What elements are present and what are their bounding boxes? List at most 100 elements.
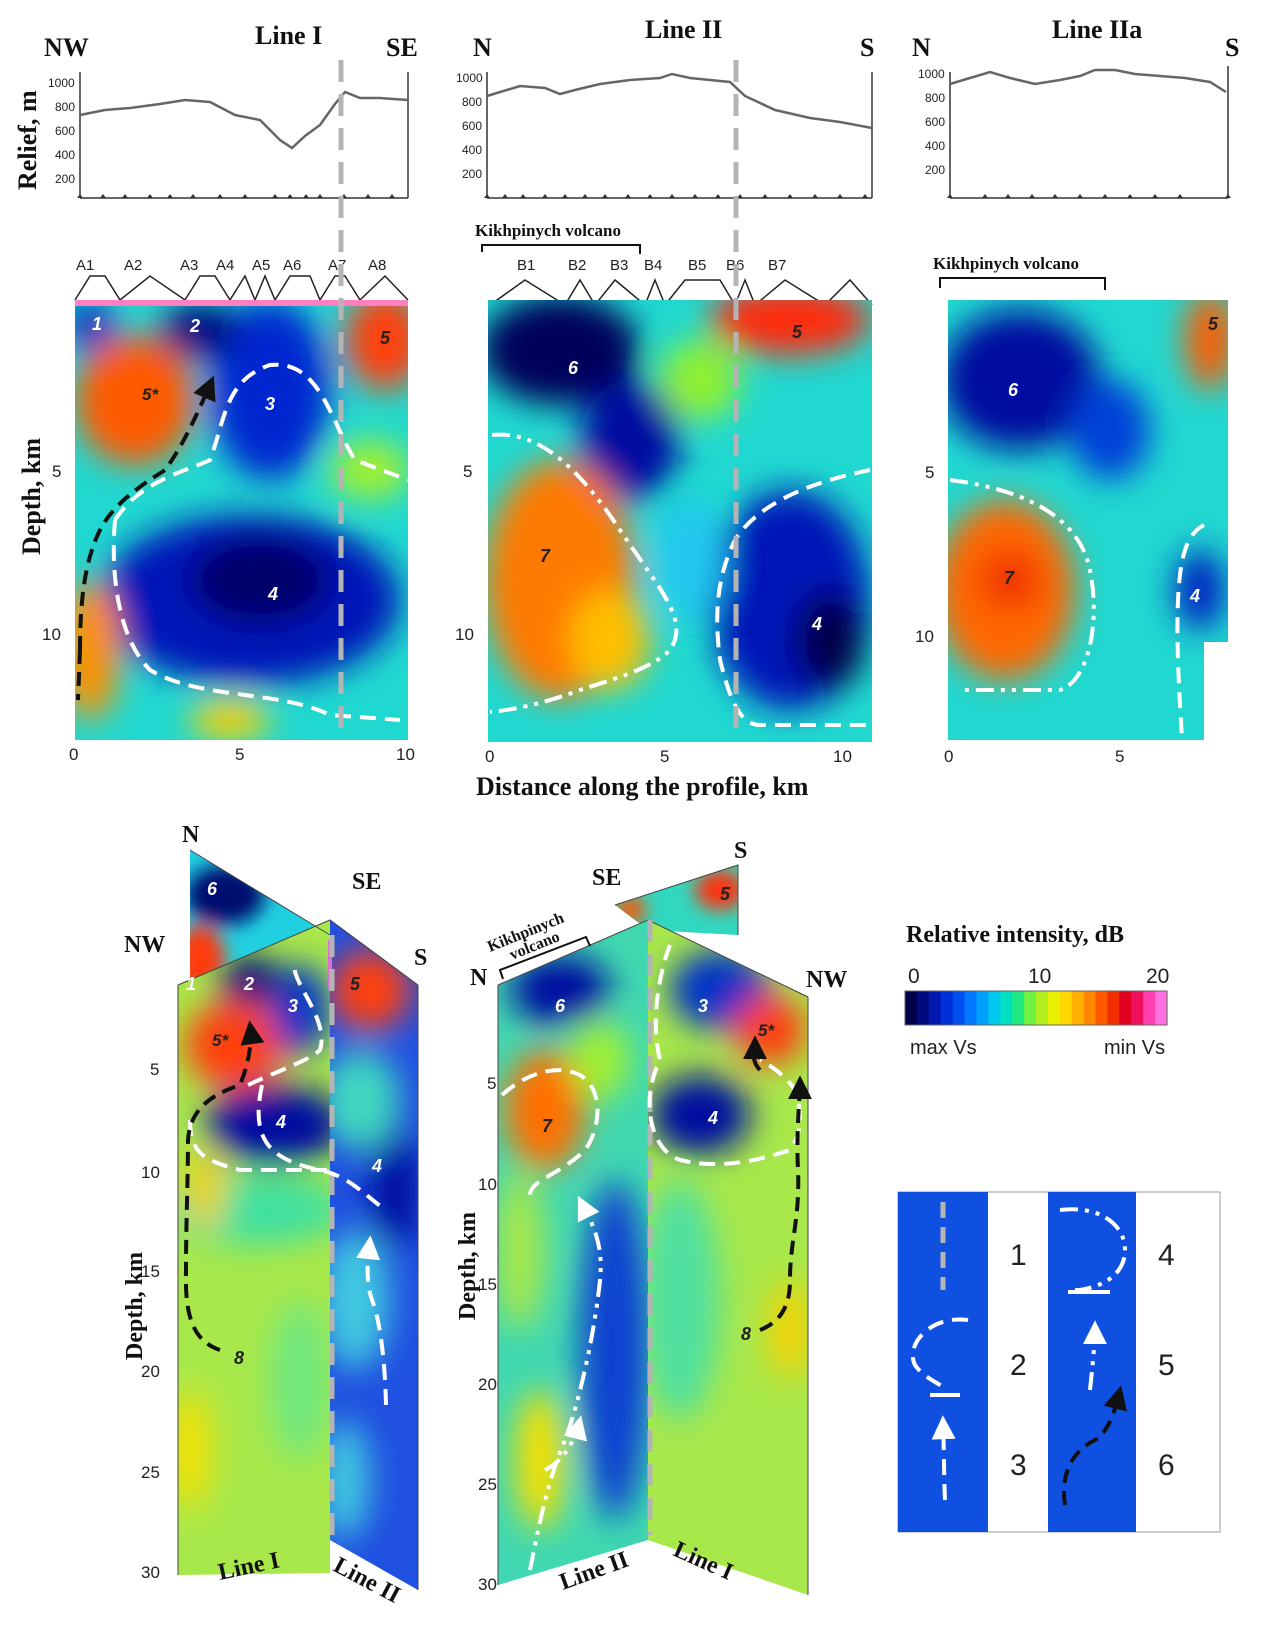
segments-line-2: B1 B2 B3 B4 B5 B6 B7: [489, 257, 873, 307]
anomaly-label: 7: [542, 1116, 553, 1136]
block-2-southeast-label: SE: [592, 865, 621, 891]
relief-tick: 600: [55, 124, 75, 138]
colorbar-swatch: [1012, 991, 1025, 1025]
anomaly-label: 4: [811, 614, 822, 634]
depth-tick: 25: [141, 1463, 160, 1482]
distance-tick: 0: [69, 745, 78, 764]
colorbar: Relative intensity, dB 0 10 20 max Vs mi…: [904, 922, 1169, 1059]
depth-axis-label-top: Depth, km: [17, 438, 46, 555]
colorbar-swatch: [1083, 991, 1097, 1025]
anomaly-label: 4: [275, 1112, 286, 1132]
colorbar-swatch: [1143, 991, 1156, 1025]
segment-label: A5: [252, 257, 270, 274]
block-1-northwest-label: NW: [124, 932, 165, 958]
relief-tick: 800: [925, 91, 945, 105]
relief-tick: 1000: [918, 67, 945, 81]
block-1-north-label: N: [182, 822, 200, 848]
depth-tick: 15: [478, 1275, 497, 1294]
colorbar-swatch: [1131, 991, 1144, 1025]
distance-tick: 5: [235, 745, 244, 764]
top-axes-ticks: 5 10 0 5 10 5 10 0 5 10 5 10 0 5: [42, 462, 1124, 766]
segment-label: B7: [768, 257, 786, 274]
segments-line-1: A1 A2 A3 A4 A5 A6 A7 A8: [74, 257, 409, 302]
anomaly-label: 5: [380, 328, 391, 348]
tomogram-line-2a: 5 6 7 4: [948, 300, 1228, 741]
depth-tick: 15: [141, 1262, 160, 1281]
depth-tick: 30: [478, 1575, 497, 1594]
anomaly-label: 4: [267, 584, 278, 604]
colorbar-min-vs-label: min Vs: [1104, 1037, 1165, 1059]
line-1-title: Line I: [255, 21, 322, 50]
colorbar-max-vs-label: max Vs: [910, 1037, 977, 1059]
depth-tick: 30: [141, 1563, 160, 1582]
distance-tick: 0: [944, 747, 953, 766]
distance-tick: 5: [660, 747, 669, 766]
panel-line-2a-header: Line IIa N S: [912, 15, 1239, 62]
legend-symbol-2: [911, 1317, 969, 1391]
anomaly-label: 6: [555, 996, 566, 1016]
relief-axis-label: Relief, m: [13, 90, 42, 190]
depth-tick: 10: [141, 1163, 160, 1182]
segment-label: B2: [568, 257, 586, 274]
legend-number: 3: [1010, 1449, 1027, 1482]
colorbar-border: [904, 990, 1168, 1026]
relief-tick: 400: [55, 148, 75, 162]
anomaly-label: 2: [189, 316, 200, 336]
line-2-title: Line II: [645, 15, 722, 44]
line-1-left-direction: NW: [44, 33, 89, 62]
relief-plot-line-2a: 1000 800 600 400 200: [918, 66, 1231, 199]
colorbar-swatch: [1119, 991, 1132, 1025]
line-1-right-direction: SE: [386, 33, 418, 62]
legend-symbol-3: [931, 1415, 956, 1501]
segment-label: A1: [76, 257, 94, 274]
line-2-left-direction: N: [473, 33, 492, 62]
colorbar-tick: 0: [908, 965, 920, 988]
depth-tick: 10: [455, 625, 474, 644]
legend-symbol-4: [1059, 1207, 1128, 1292]
depth-tick: 20: [478, 1375, 497, 1394]
relief-tick: 400: [925, 139, 945, 153]
block-2-northwest-label: NW: [806, 967, 847, 993]
depth-tick: 10: [915, 627, 934, 646]
segment-label: B4: [644, 257, 662, 274]
line-2a-left-direction: N: [912, 33, 931, 62]
colorbar-swatches: [904, 990, 1168, 1026]
depth-tick: 5: [52, 462, 61, 481]
panel-line-1-header: Line I NW SE: [44, 21, 418, 62]
legend-symbol-5: [1082, 1320, 1107, 1391]
segment-label: A6: [283, 257, 301, 274]
relief-tick: 600: [925, 115, 945, 129]
segment-label: A7: [328, 257, 346, 274]
colorbar-tick: 20: [1146, 965, 1169, 988]
depth-tick: 10: [478, 1175, 497, 1194]
segment-label: A4: [216, 257, 234, 274]
anomaly-label: 3: [288, 996, 298, 1016]
anomaly-label: 5: [792, 322, 803, 342]
relief-tick: 1000: [48, 76, 75, 90]
anomaly-label: 6: [207, 879, 218, 899]
segment-label: A2: [124, 257, 142, 274]
relief-tick: 400: [462, 143, 482, 157]
legend-symbol-6: [1062, 1385, 1127, 1506]
anomaly-label: 5*: [142, 385, 159, 404]
block-1-south-label: S: [414, 945, 427, 971]
colorbar-swatch: [940, 991, 954, 1025]
relief-tick: 800: [55, 100, 75, 114]
colorbar-swatch: [928, 991, 942, 1025]
depth-tick: 5: [463, 462, 472, 481]
colorbar-swatch: [964, 991, 978, 1025]
segment-label: B1: [517, 257, 535, 274]
block-diagram-2: SE S N NW Kikhpinych volcano 5 6 3 5* 7 …: [455, 838, 847, 1596]
colorbar-swatch: [1155, 991, 1168, 1025]
panel-line-2-header: Line II N S: [473, 15, 874, 62]
volcano-label-line-2a: Kikhpinych volcano: [933, 254, 1079, 273]
legend-number: 2: [1010, 1349, 1027, 1382]
anomaly-label: 5*: [758, 1021, 775, 1040]
relief-tick: 1000: [456, 71, 483, 85]
anomaly-label: 2: [243, 974, 254, 994]
anomaly-label: 1: [186, 974, 196, 994]
anomaly-label: 3: [698, 996, 708, 1016]
legend-number: 1: [1010, 1239, 1027, 1272]
legend-number: 4: [1158, 1239, 1175, 1272]
